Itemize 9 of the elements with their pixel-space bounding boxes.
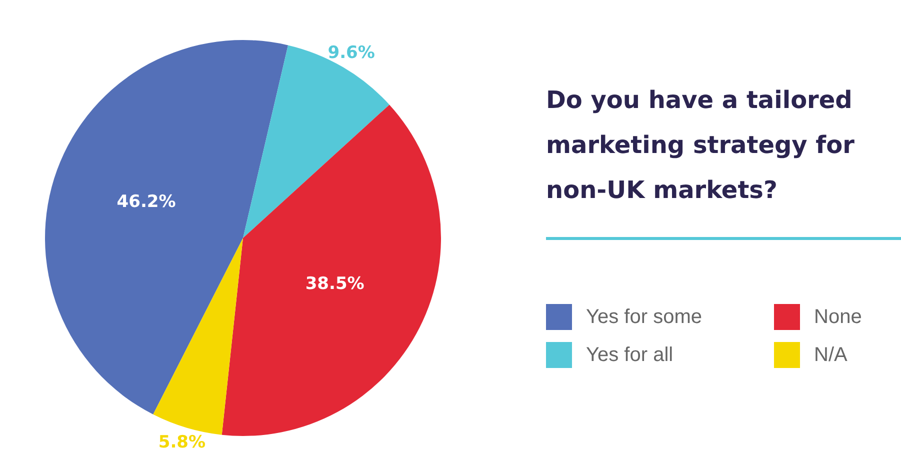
- data-label: 9.6%: [328, 42, 375, 63]
- legend-label: Yes for all: [586, 344, 674, 366]
- text: Do you have a tailored marketing strategy for non-UK markets?: [546, 85, 856, 206]
- legend-label: N/A: [814, 344, 848, 366]
- legend-label: Yes for some: [586, 306, 702, 328]
- data-label: 46.2%: [116, 192, 176, 212]
- data-label: 5.8%: [158, 432, 206, 453]
- legend-label: None: [814, 306, 862, 328]
- data-label: 38.5%: [305, 274, 364, 294]
